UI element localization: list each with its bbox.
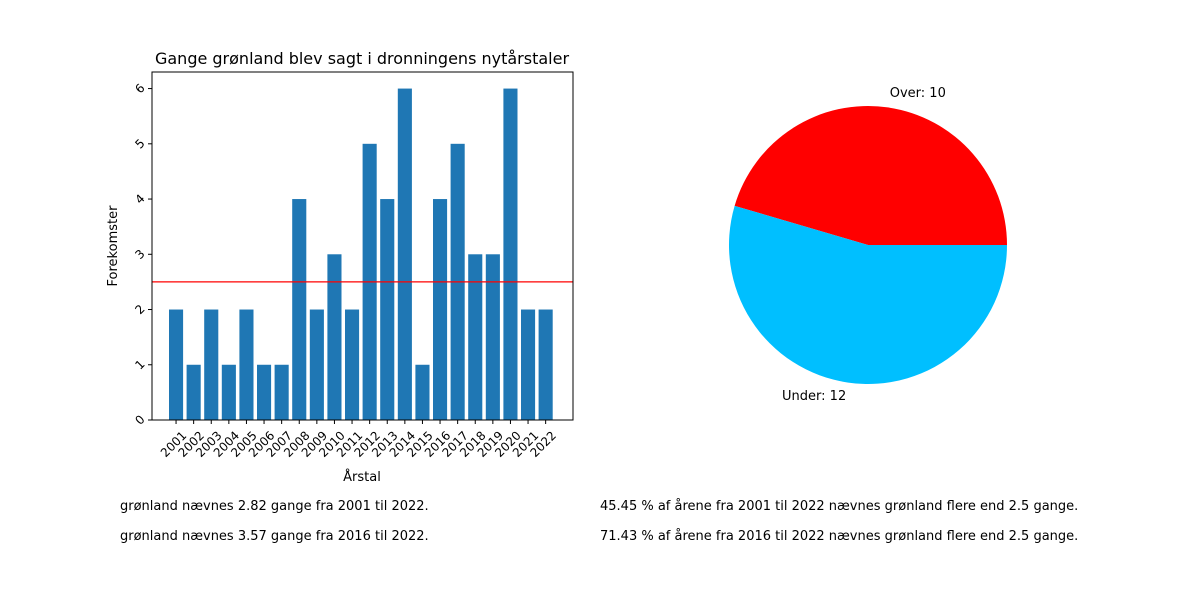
y-tick-label-1: 1 [132,357,147,372]
bar-2005 [239,309,254,420]
x-axis-label: Årstal [343,469,381,485]
bar-2014 [397,88,412,421]
note-left-2: grønland nævnes 3.57 gange fra 2016 til … [120,529,429,544]
bar-2010 [327,254,342,420]
x-axis-ticks: 2001200220032004200520062007200820092010… [158,420,559,460]
y-axis-ticks: 0 1 2 3 4 5 6 [132,81,152,428]
bar-2013 [380,199,395,420]
bar-2001 [169,309,184,420]
bar-2009 [309,309,324,420]
bar-2018 [468,254,483,420]
bar-2002 [186,364,201,420]
bar-2021 [521,309,536,420]
bar-2003 [204,309,219,420]
bar-2011 [345,309,360,420]
y-tick-label-6: 6 [132,81,147,96]
bar-2008 [292,199,307,420]
plot-frame [151,71,574,421]
pie-label-over: Over: 10 [890,86,946,101]
bar-2007 [274,364,289,420]
bar-2020 [503,88,518,421]
y-tick-label-3: 3 [132,247,147,262]
bar-chart: Gange grønland blev sagt i dronningens n… [106,49,574,485]
bar-2015 [415,364,430,420]
pie-slice-over [734,105,1007,246]
note-right-2: 71.43 % af årene fra 2016 til 2022 nævne… [600,529,1078,544]
bar-2019 [485,254,500,420]
note-left-1: grønland nævnes 2.82 gange fra 2001 til … [120,499,429,514]
bar-2016 [433,199,448,420]
bar-2006 [257,364,272,420]
summary-notes: grønland nævnes 2.82 gange fra 2001 til … [120,499,1078,544]
bar-2022 [538,309,553,420]
bars-group [169,88,553,421]
bar-2004 [221,364,236,420]
y-tick-label-2: 2 [132,302,147,317]
note-right-1: 45.45 % af årene fra 2001 til 2022 nævne… [600,499,1078,514]
y-axis-label: Forekomster [106,205,121,287]
y-tick-label-5: 5 [132,136,147,151]
pie-chart: Over: 10 Under: 12 [729,86,1008,404]
pie-slice-under [729,205,1008,384]
bar-chart-title: Gange grønland blev sagt i dronningens n… [155,49,569,68]
y-tick-label-0: 0 [132,412,147,427]
y-tick-label-4: 4 [132,191,147,206]
pie-label-under: Under: 12 [782,389,846,404]
